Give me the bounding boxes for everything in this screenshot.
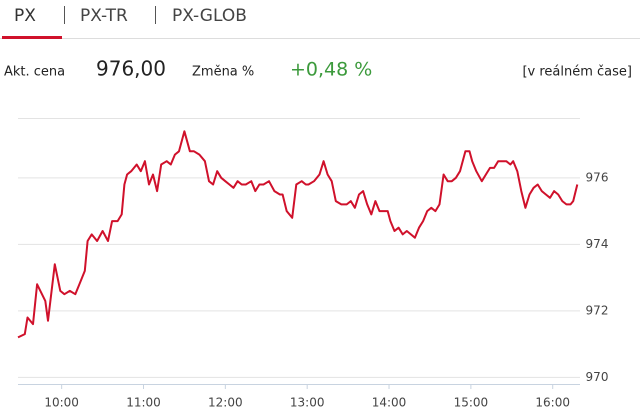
tab[interactable]: PX-GLOB: [172, 6, 247, 26]
y-tick-label: 970: [586, 370, 609, 384]
change-label: Změna %: [192, 65, 254, 80]
y-tick-label: 972: [586, 303, 609, 317]
y-tick-label: 974: [586, 237, 609, 251]
change: +0,48 %: [290, 59, 372, 81]
tab[interactable]: PX-TR: [80, 6, 128, 26]
x-tick-label: 15:00: [454, 396, 489, 410]
x-tick-label: 12:00: [208, 396, 243, 410]
x-tick-label: 11:00: [126, 396, 161, 410]
price: 976,00: [96, 57, 166, 81]
tab[interactable]: PX: [14, 6, 36, 26]
x-tick-label: 10:00: [44, 396, 79, 410]
y-tick-label: 976: [586, 170, 609, 184]
price-line: [17, 130, 579, 339]
price-label: Akt. cena: [4, 65, 65, 80]
mode: [v reálném čase]: [522, 65, 632, 80]
x-tick-label: 13:00: [290, 396, 325, 410]
x-tick-label: 14:00: [372, 396, 407, 410]
x-tick-label: 16:00: [535, 396, 570, 410]
